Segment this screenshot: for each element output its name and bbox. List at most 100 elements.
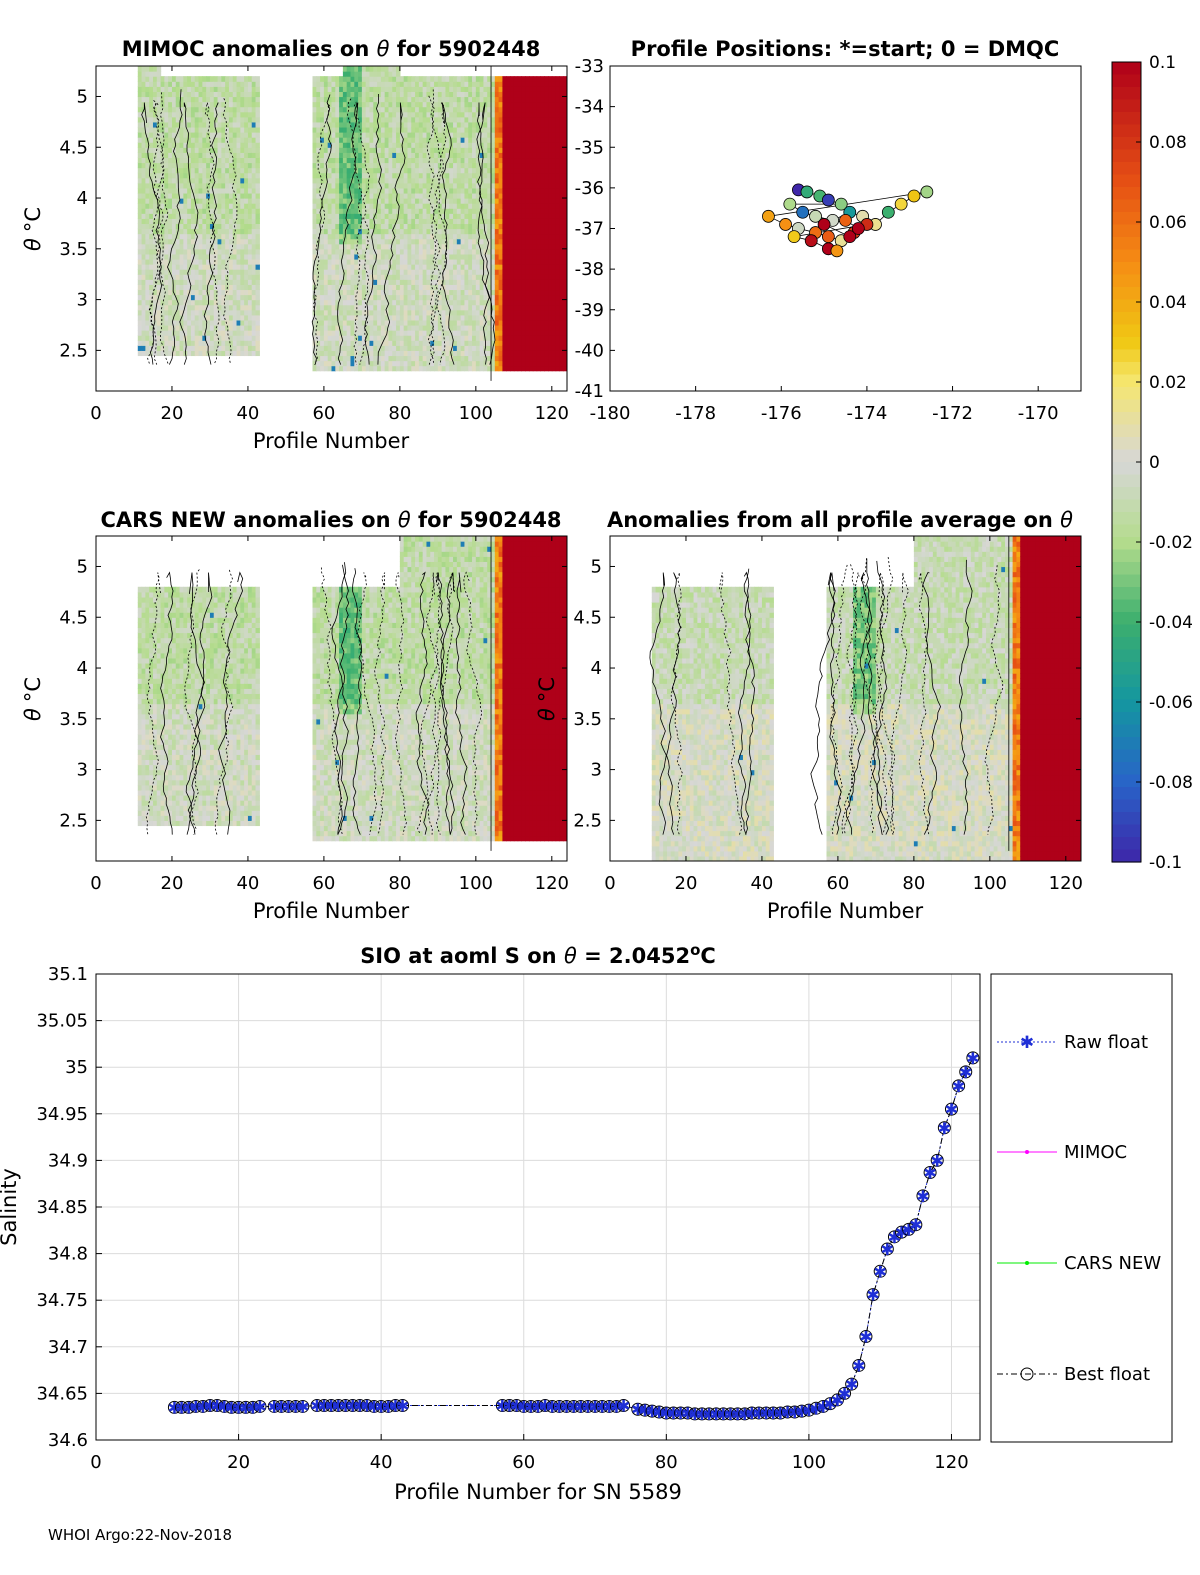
heat-cell [498,192,504,199]
heat-cell [350,66,355,72]
heat-cell [247,187,253,194]
heat-cell [434,121,439,128]
heat-cell [346,172,352,179]
heat-cell [415,182,420,189]
heat-cell [426,223,431,230]
heat-cell [422,172,428,179]
heat-cell [498,309,504,316]
heat-cell [506,248,511,255]
heat-cell [228,289,234,296]
heat-cell [149,198,154,204]
heat-cell [517,198,523,204]
heat-cell [449,314,454,321]
heat-cell [498,137,504,143]
heat-cell [403,208,409,214]
heat-cell [513,248,519,255]
heat-cell [240,248,245,255]
heat-cell [407,81,412,87]
heat-cell [468,76,473,82]
heat-cell [365,330,371,336]
heat-cell [494,187,500,194]
heat-cell [472,269,477,275]
heat-cell [179,294,184,301]
heat-cell [228,213,234,219]
heat-cell [491,91,496,98]
heat-cell [502,355,507,362]
heat-cell [502,81,507,87]
heat-cell [388,284,393,291]
heat-cell [441,269,447,275]
heat-cell [240,132,245,138]
heat-cell [468,294,473,301]
heat-cell [206,304,211,311]
mimoc-title: MIMOC anomalies on θ for 5902448 [122,37,541,61]
heat-cell [396,228,401,235]
heat-cell [453,126,458,133]
heat-cell [312,274,317,280]
heat-cell [179,177,184,184]
heat-cell [380,330,386,336]
heat-cell [358,228,363,235]
heat-cell [175,248,181,255]
heat-cell [377,238,382,245]
heat-cell [209,111,215,118]
heat-cell [373,233,378,240]
heat-cell [145,182,150,189]
heat-cell [171,248,177,255]
heat-cell [190,167,196,174]
heat-cell [373,116,378,123]
heat-cell [187,223,192,230]
heat-cell [418,111,424,118]
heat-cell [175,121,181,128]
heat-cell [183,152,188,159]
heat-cell [183,223,188,230]
heat-cell [232,284,238,291]
heat-cell [171,203,177,209]
heat-cell [399,304,405,311]
heat-cell [149,106,154,113]
heat-cell [225,177,230,184]
heat-cell [426,264,431,270]
heat-cell [411,269,416,275]
heat-cell [456,208,462,214]
heat-cell [358,269,363,275]
heat-cell [323,330,329,336]
heat-cell [502,228,507,235]
heat-cell [388,228,393,235]
heat-cell [346,330,352,336]
heat-cell [475,121,481,128]
heat-cell [327,279,333,285]
heat-cell [137,238,143,245]
heat-cell [137,243,143,250]
heat-cell [149,162,154,169]
heat-cell [354,309,359,316]
heat-cell [320,228,325,235]
heat-cell [331,355,336,362]
heat-cell [388,101,393,108]
heat-cell [494,279,500,285]
heat-cell [373,243,378,250]
heat-cell [392,314,397,321]
heat-cell [392,96,397,103]
heat-cell [251,324,257,331]
heat-cell [479,182,485,189]
heat-cell [384,147,390,153]
heat-cell [149,330,154,336]
heat-cell [513,203,519,209]
heat-cell [141,319,146,326]
heat-cell [475,284,481,291]
heat-cell [468,132,473,138]
heat-cell [183,248,188,255]
heat-cell [426,269,431,275]
heat-cell [335,345,340,351]
heat-cell [388,340,393,346]
heat-cell [468,218,473,225]
heat-cell [183,243,188,250]
heat-cell [160,284,165,291]
heat-cell [244,152,249,159]
heat-cell [517,319,523,326]
heat-cell [251,299,257,306]
heat-cell [342,340,348,346]
heat-cell [456,264,462,270]
heat-cell [460,345,466,351]
